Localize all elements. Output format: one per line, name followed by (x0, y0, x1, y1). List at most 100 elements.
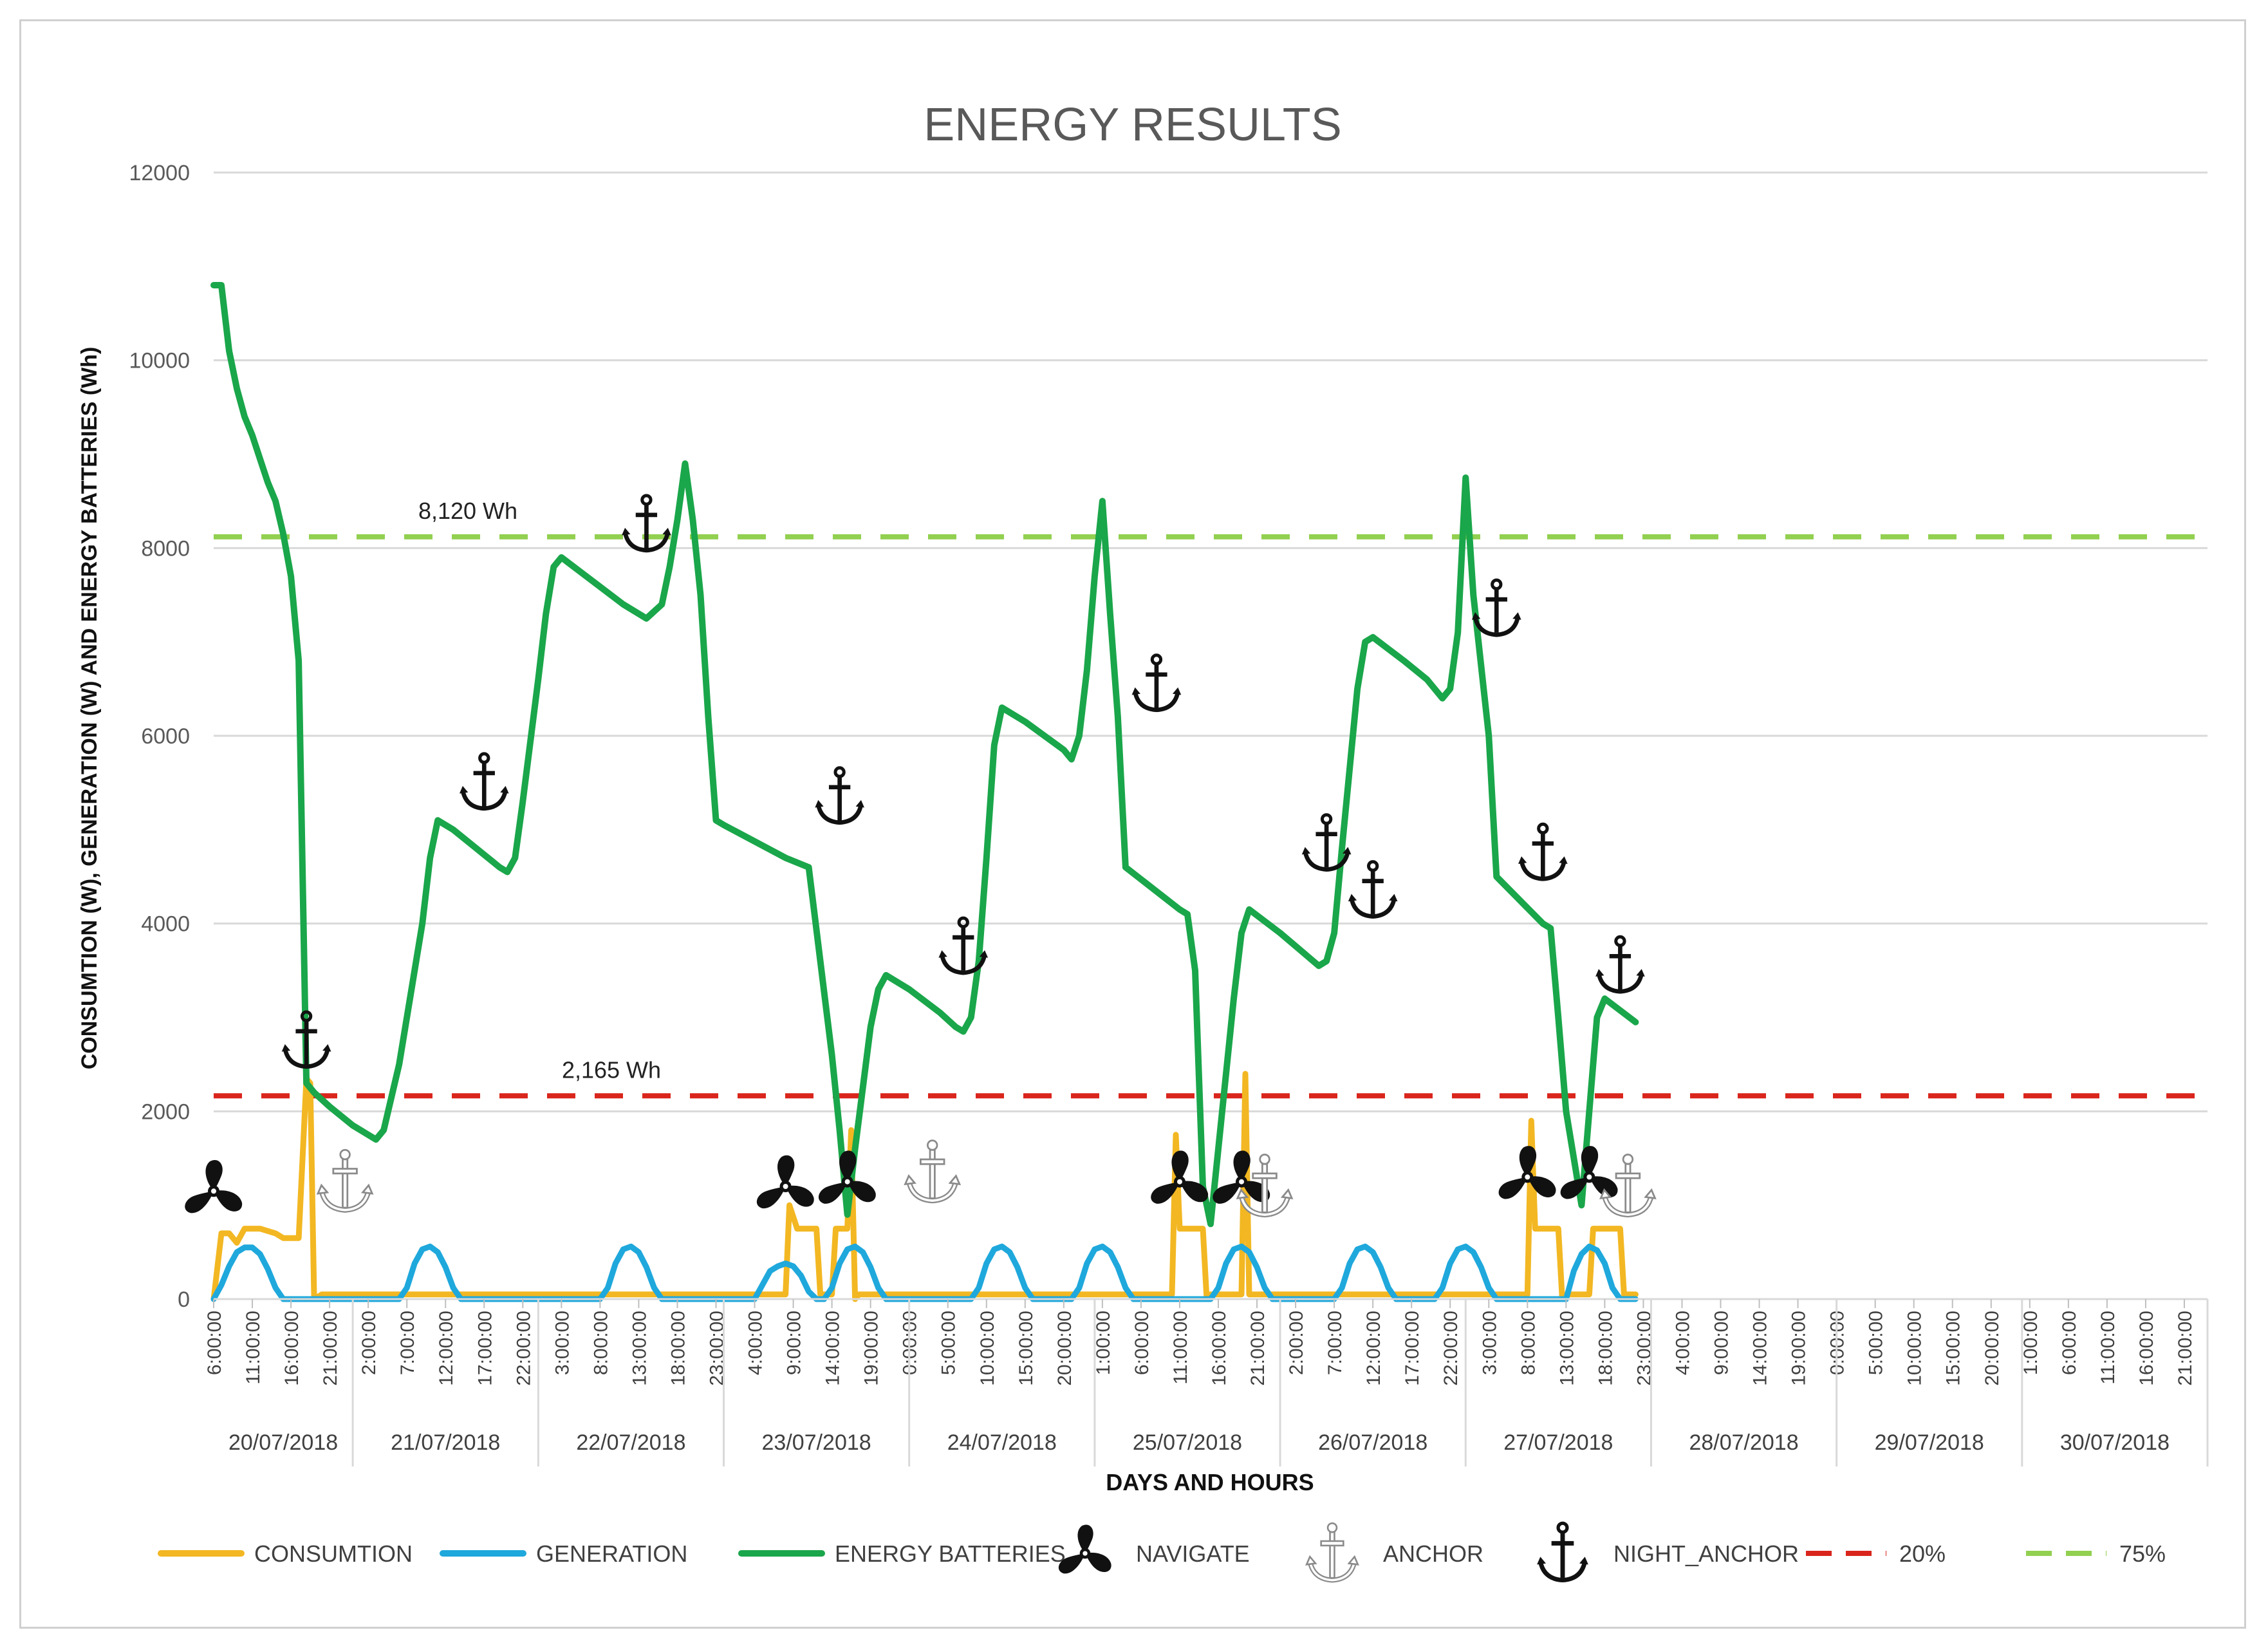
y-axis-label: CONSUMTION (W), GENERATION (W) AND ENERG… (77, 347, 102, 1070)
x-tick-label: 9:00:00 (1711, 1311, 1733, 1375)
x-tick-label: 19:00:00 (861, 1311, 882, 1386)
day-label: 20/07/2018 (228, 1430, 338, 1455)
x-tick-label: 21:00:00 (320, 1311, 341, 1386)
x-tick-label: 16:00:00 (1209, 1311, 1230, 1386)
series-line-consumtion (210, 1071, 1639, 1302)
x-tick-label: 13:00:00 (629, 1311, 650, 1386)
legend-label-night-anchor: NIGHT_ANCHOR (1613, 1540, 1799, 1567)
x-tick-label: 8:00:00 (590, 1311, 611, 1375)
gridlines (214, 171, 2208, 1112)
anchor-icon (460, 754, 509, 809)
y-tick-label: 0 (178, 1288, 190, 1312)
y-tick-label: 4000 (141, 912, 190, 937)
legend-label-seventy-five-percent: 75% (2119, 1540, 2166, 1567)
x-tick-label: 10:00:00 (977, 1311, 998, 1386)
x-tick-label: 15:00:00 (1016, 1311, 1037, 1386)
anchor-icon (815, 768, 864, 823)
legend-label-twenty-percent: 20% (1899, 1540, 1946, 1567)
x-axis-label: DAYS AND HOURS (1106, 1469, 1314, 1495)
series-lines (210, 282, 1639, 1302)
day-label: 26/07/2018 (1318, 1430, 1427, 1455)
x-tick-label: 11:00:00 (243, 1311, 264, 1385)
x-tick-label: 14:00:00 (823, 1311, 844, 1386)
anchor-outline-icon (1306, 1523, 1358, 1580)
y-tick-label: 8000 (141, 536, 190, 561)
x-tick-label: 5:00:00 (1866, 1311, 1887, 1375)
x-tick-label: 6:00:00 (2059, 1311, 2080, 1375)
x-tick-label: 7:00:00 (397, 1311, 418, 1375)
x-tick-label: 18:00:00 (668, 1311, 689, 1386)
series-line-generation (210, 1243, 1639, 1302)
legend-label-navigate: NAVIGATE (1136, 1540, 1250, 1567)
day-label: 27/07/2018 (1503, 1430, 1613, 1455)
state-markers (185, 496, 1655, 1215)
x-tick-label: 21:00:00 (1247, 1311, 1269, 1386)
x-tick-label: 17:00:00 (474, 1311, 496, 1386)
x-tick-label: 11:00:00 (1170, 1311, 1191, 1385)
propeller-icon (756, 1155, 814, 1209)
reference-line-label: 8,120 Wh (418, 498, 517, 524)
anchor-icon (1472, 580, 1521, 635)
day-label: 21/07/2018 (391, 1430, 500, 1455)
y-tick-label: 12000 (129, 161, 190, 185)
legend-label-consumption: CONSUMTION (254, 1540, 413, 1567)
x-tick-label: 13:00:00 (1556, 1311, 1577, 1386)
chart-title: ENERGY RESULTS (924, 99, 1342, 151)
anchor-icon (622, 496, 671, 550)
propeller-icon (185, 1159, 243, 1213)
x-tick-label: 12:00:00 (1363, 1311, 1384, 1386)
x-tick-label: 22:00:00 (1440, 1311, 1462, 1386)
x-tick-label: 4:00:00 (745, 1311, 767, 1375)
day-label: 24/07/2018 (947, 1430, 1057, 1455)
y-tick-labels: 0 2000 4000 6000 8000 10000 12000 (129, 161, 190, 1312)
y-tick-label: 10000 (129, 349, 190, 373)
x-tick-label: 16:00:00 (2136, 1311, 2157, 1386)
legend-label-generation: GENERATION (536, 1540, 687, 1567)
day-label: 29/07/2018 (1875, 1430, 1984, 1455)
reference-line-label: 2,165 Wh (562, 1056, 661, 1083)
legend-label-energy-batteries: ENERGY BATTERIES (835, 1540, 1066, 1567)
x-tick-label: 6:00:00 (1131, 1311, 1153, 1375)
anchor-icon (1595, 937, 1645, 991)
y-tick-label: 6000 (141, 724, 190, 749)
x-tick-label: 9:00:00 (784, 1311, 805, 1375)
x-tick-label: 17:00:00 (1402, 1311, 1423, 1386)
x-tick-label: 22:00:00 (513, 1311, 534, 1386)
anchor-icon (1132, 655, 1182, 710)
x-tick-label: 4:00:00 (1673, 1311, 1694, 1375)
x-tick-label: 12:00:00 (436, 1311, 457, 1386)
x-tick-label: 18:00:00 (1595, 1311, 1616, 1386)
x-tick-label: 2:00:00 (358, 1311, 380, 1375)
anchor-icon (1348, 862, 1398, 917)
x-tick-label: 8:00:00 (1518, 1311, 1539, 1375)
x-tick-label: 16:00:00 (281, 1311, 302, 1386)
legend-label-anchor: ANCHOR (1383, 1540, 1483, 1567)
day-label: 23/07/2018 (762, 1430, 871, 1455)
propeller-icon (1058, 1524, 1111, 1574)
x-tick-label: 21:00:00 (2175, 1311, 2196, 1386)
x-tick-label: 11:00:00 (2097, 1311, 2119, 1385)
day-label: 28/07/2018 (1689, 1430, 1798, 1455)
legend: CONSUMTION GENERATION ENERGY BATTERIES NAVI… (158, 1523, 2166, 1580)
anchor-outline-icon (906, 1141, 960, 1201)
anchor-icon (282, 1012, 331, 1067)
chart-frame (19, 19, 2246, 1629)
x-tick-label: 2:00:00 (1286, 1311, 1307, 1375)
x-axis: 6:00:00 11:00:00 16:00:00 21:00:00 2:00:00 7:… (204, 1298, 2209, 1466)
x-tick-label: 3:00:00 (1479, 1311, 1500, 1375)
x-tick-label: 20:00:00 (1054, 1311, 1075, 1386)
propeller-icon (1560, 1146, 1618, 1199)
reference-lines: 2,165 Wh 8,120 Wh (214, 498, 2208, 1099)
day-label: 30/07/2018 (2060, 1430, 2170, 1455)
day-label: 25/07/2018 (1133, 1430, 1242, 1455)
x-tick-label: 7:00:00 (1325, 1311, 1346, 1375)
x-tick-label: 0:00:00 (900, 1311, 921, 1375)
x-tick-label: 15:00:00 (1943, 1311, 1964, 1386)
anchor-icon (1518, 824, 1568, 879)
x-tick-label: 1:00:00 (1093, 1311, 1114, 1375)
x-tick-label: 1:00:00 (2020, 1311, 2041, 1375)
anchor-outline-icon (318, 1150, 372, 1210)
x-tick-label: 20:00:00 (1982, 1311, 2003, 1386)
x-tick-label: 5:00:00 (938, 1311, 960, 1375)
